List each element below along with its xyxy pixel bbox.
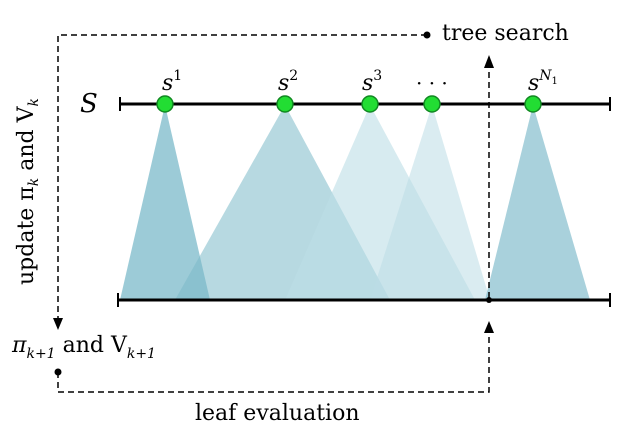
node-ellipsis (423, 95, 441, 113)
label-s3: s3 (362, 68, 382, 96)
leaf-eval-dot (54, 368, 62, 376)
tree-search-label: tree search (442, 21, 569, 46)
node-sn (524, 95, 542, 113)
cone-ellipsis (370, 105, 490, 300)
leaf-evaluation-path (57, 332, 490, 393)
label-s2: s2 (278, 68, 298, 96)
update-label: update πk and Vk (14, 98, 42, 285)
leaf-dot (486, 297, 492, 303)
state-space-label: S (80, 89, 98, 119)
cone-n (485, 105, 590, 300)
up-arrow-top (484, 55, 494, 68)
node-s1 (156, 95, 174, 113)
cones (120, 105, 590, 300)
leaf-evaluation-label: leaf evaluation (195, 401, 359, 426)
label-s1: s1 (162, 68, 182, 96)
label-ellipsis: · · · (416, 71, 448, 95)
tree-search-path (57, 34, 425, 322)
leaf-line (117, 293, 611, 307)
cone-1 (120, 105, 210, 300)
down-arrow-left (53, 318, 63, 330)
up-arrow-bottom (484, 321, 494, 333)
tree-search-dot (423, 31, 431, 39)
pi-k1-label: πk+1 and Vk+1 (11, 333, 156, 362)
node-s3 (361, 95, 379, 113)
node-s2 (276, 95, 294, 113)
state-nodes (156, 95, 542, 113)
label-sn: sN1 (528, 68, 558, 96)
